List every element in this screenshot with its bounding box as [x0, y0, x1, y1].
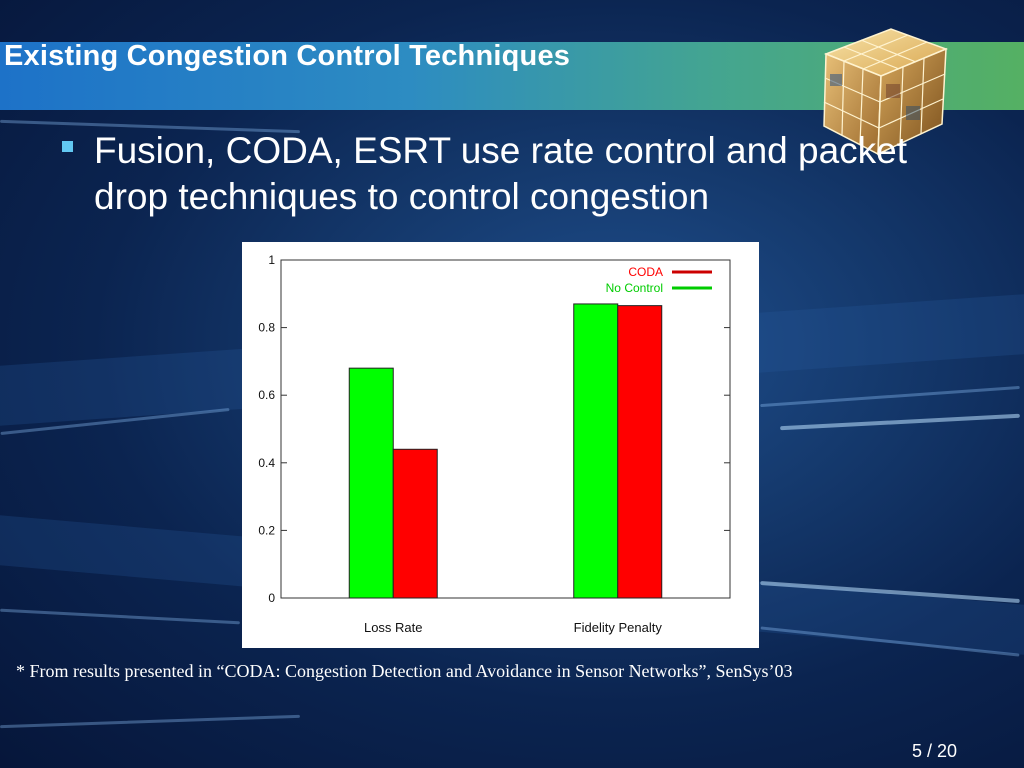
bar-no-control — [348, 367, 394, 599]
x-category-label: Fidelity Penalty — [574, 620, 663, 635]
chart-panel: 0 0.2 0.4 0.6 0.8 1 Loss Rate Fidelity Penalty C… — [242, 242, 759, 648]
y-tick-label: 0.4 — [258, 456, 275, 470]
bar-coda — [617, 305, 663, 599]
footnote: * From results presented in “CODA: Conge… — [16, 661, 793, 681]
slide-title: Existing Congestion Control Techniques — [4, 40, 571, 72]
bar-chart: 0 0.2 0.4 0.6 0.8 1 Loss Rate Fidelity Penalty C… — [258, 253, 731, 635]
legend-label: CODA — [628, 265, 663, 279]
bar-no-control — [573, 303, 619, 599]
y-tick-label: 0.2 — [258, 523, 275, 537]
bar-coda — [392, 448, 438, 599]
bullet-marker-icon — [62, 141, 73, 152]
page-number: 5 / 20 — [912, 741, 958, 761]
y-tick-label: 0.8 — [258, 321, 275, 335]
y-tick-label: 1 — [268, 253, 275, 267]
plot-frame — [280, 259, 731, 599]
legend-label: No Control — [606, 281, 663, 295]
y-tick-label: 0.6 — [258, 388, 275, 402]
x-category-label: Loss Rate — [364, 620, 423, 635]
y-tick-label: 0 — [268, 591, 275, 605]
bullet-text: Fusion, CODA, ESRT use rate control and … — [94, 130, 908, 217]
cube-logo-icon — [823, 28, 949, 156]
